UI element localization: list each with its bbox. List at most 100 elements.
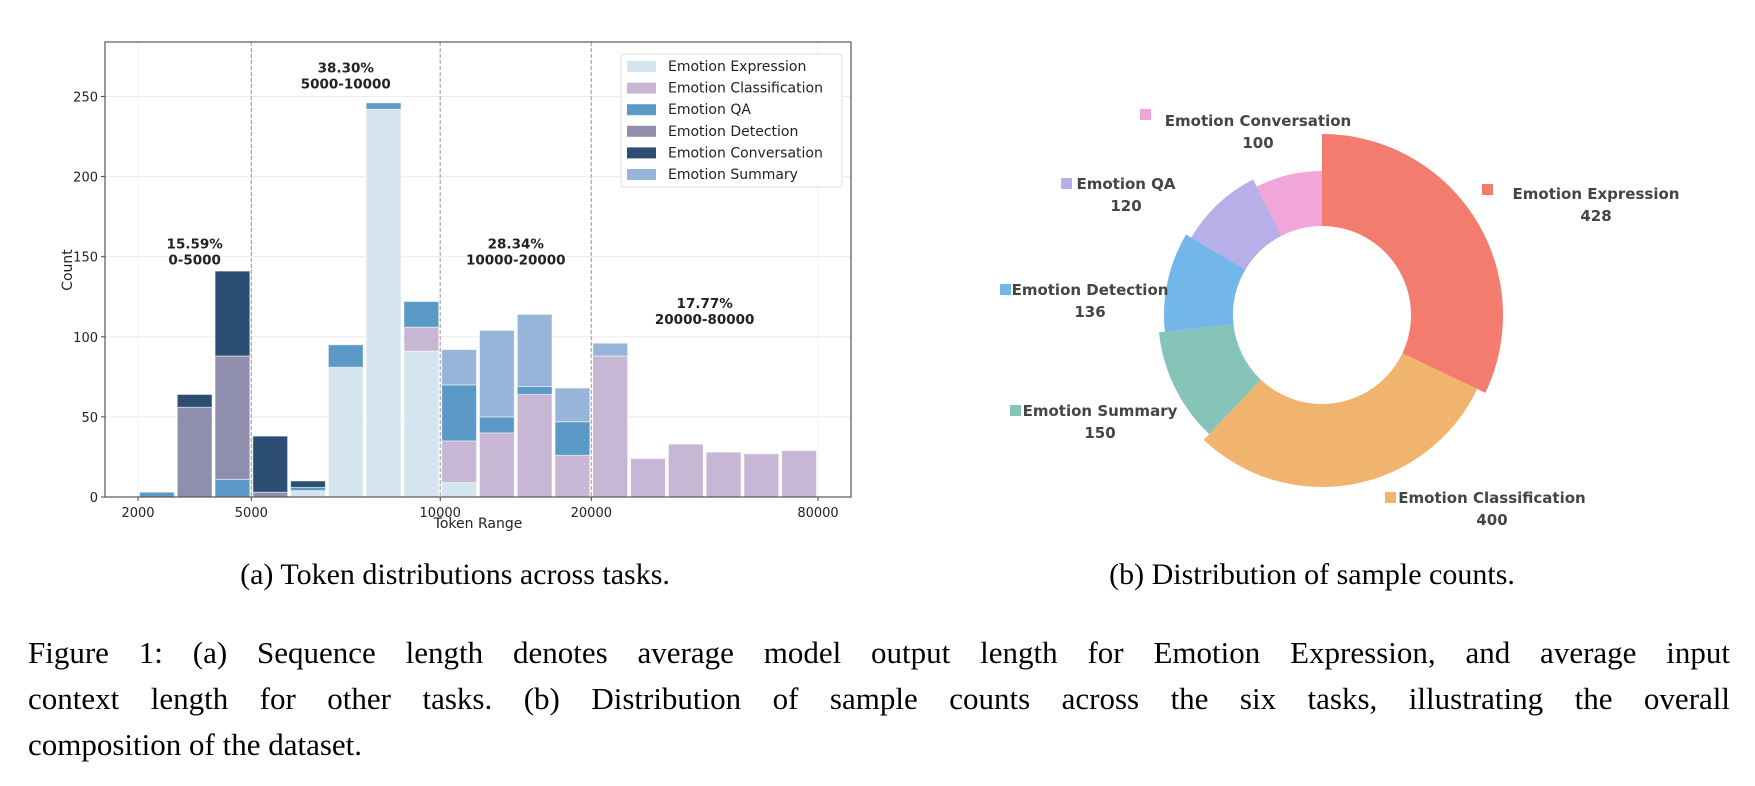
x-tick-label: 20000: [571, 506, 612, 521]
donut-label-value: 428: [1580, 207, 1612, 225]
y-tick-label: 200: [73, 171, 98, 186]
bar-segment-emotion-qa: [441, 384, 477, 442]
donut-slice-emotion-conversation: [1256, 171, 1322, 236]
bar-segment-emotion-classification: [516, 393, 553, 498]
range-percent-annotation: 15.59%: [167, 237, 224, 253]
legend-label: Emotion Detection: [668, 124, 798, 140]
bar-segment-emotion-summary: [516, 313, 553, 387]
donut-slice-emotion-classification: [1203, 353, 1478, 488]
bar-segment-emotion-classification: [592, 355, 629, 498]
legend-marker-expression: [1482, 184, 1493, 195]
legend: Emotion Expression Emotion Classification…: [620, 53, 843, 188]
bar-segment-emotion-summary: [554, 387, 591, 423]
bar-segment-emotion-detection: [176, 406, 213, 498]
bar-segment-emotion-qa: [516, 385, 553, 395]
donut-label-value: 400: [1476, 511, 1508, 529]
bar-segment-emotion-classification: [781, 450, 817, 498]
donut-label-value: 136: [1074, 303, 1106, 321]
y-tick-label: 0: [90, 491, 98, 506]
bar-segment-emotion-qa: [554, 421, 591, 456]
bar-segment-emotion-classification: [479, 432, 515, 498]
range-percent-annotation: 38.30%: [318, 60, 375, 76]
legend-swatch: [627, 61, 656, 72]
x-tick-label: 5000: [235, 506, 268, 521]
bar-segment-emotion-classification: [441, 440, 477, 484]
legend-marker-classification: [1385, 492, 1396, 503]
caption-line: Figure 1: (a) Sequence length denotes av…: [28, 635, 1730, 670]
x-tick-label: 80000: [797, 506, 838, 521]
bar-segment-emotion-expression: [327, 366, 364, 498]
range-label-annotation: 10000-20000: [466, 253, 566, 269]
donut-label-qa: Emotion QA 120: [1076, 173, 1175, 217]
bar-segment-emotion-detection: [214, 355, 251, 480]
y-axis-label: Count: [60, 249, 76, 291]
bar-segment-emotion-summary: [479, 329, 515, 418]
bar-segment-emotion-qa: [479, 416, 515, 434]
donut-label-value: 100: [1242, 134, 1274, 152]
donut-label-detection: Emotion Detection 136: [1012, 279, 1169, 323]
figure-caption: Figure 1: (a) Sequence length denotes av…: [28, 630, 1730, 768]
legend-marker-qa: [1061, 178, 1072, 189]
plot-frame: [104, 41, 852, 498]
donut-label-name: Emotion Detection: [1011, 281, 1169, 299]
bar-segment-emotion-conversation: [214, 270, 251, 357]
bar-segment-emotion-detection: [252, 491, 289, 498]
bar-segment-emotion-qa: [365, 102, 402, 110]
bar-segment-emotion-classification: [630, 458, 666, 498]
bar-segment-emotion-expression: [290, 490, 326, 498]
x-tick-label: 2000: [121, 506, 154, 521]
bar-segment-emotion-classification: [403, 326, 440, 352]
bar-segment-emotion-conversation: [176, 393, 213, 408]
legend-swatch: [627, 147, 656, 159]
bar-segment-emotion-summary: [592, 342, 629, 357]
token-distribution-chart: 0 50 100 150 200 250 2000 5000 10000 20000 80000 15…: [60, 41, 852, 532]
bar-segment-emotion-classification: [667, 443, 704, 498]
donut-slice-emotion-detection: [1163, 234, 1246, 332]
bar-segment-emotion-qa: [214, 478, 251, 498]
sample-count-donut-chart: [1158, 134, 1503, 488]
legend-label: Emotion Summary: [668, 167, 798, 183]
range-percent-annotation: 17.77%: [677, 296, 734, 312]
donut-slice-emotion-qa: [1191, 179, 1282, 270]
donut-label-expression: Emotion Expression 428: [1513, 183, 1680, 227]
legend-label: Emotion Classification: [668, 81, 823, 97]
legend-swatch: [627, 125, 656, 137]
range-percent-annotation: 28.34%: [488, 237, 545, 253]
x-axis-label: Token Range: [433, 516, 523, 532]
bar-segment-emotion-classification: [705, 451, 742, 498]
bar-segment-emotion-qa: [327, 344, 364, 368]
legend-swatch: [627, 169, 656, 180]
donut-label-conversation: Emotion Conversation 100: [1165, 110, 1351, 154]
legend-marker-conversation: [1140, 109, 1151, 120]
legend-swatch: [627, 104, 656, 116]
donut-label-name: Emotion Classification: [1398, 489, 1586, 507]
bar-segment-emotion-classification: [554, 454, 591, 498]
y-tick-label: 100: [73, 331, 98, 346]
bar-segment-emotion-qa: [403, 301, 440, 328]
y-tick-label: 50: [81, 411, 98, 426]
donut-label-name: Emotion Conversation: [1164, 112, 1352, 130]
bar-segment-emotion-classification: [743, 453, 780, 498]
bar-segment-emotion-expression: [403, 350, 440, 498]
legend-marker-summary: [1010, 405, 1021, 416]
range-label-annotation: 20000-80000: [655, 312, 755, 328]
legend-label: Emotion QA: [668, 102, 751, 118]
bar-segment-emotion-qa: [139, 491, 175, 498]
legend-marker-detection: [1000, 284, 1011, 295]
y-tick-label: 250: [73, 90, 98, 105]
donut-label-summary: Emotion Summary 150: [1023, 400, 1178, 444]
legend-label: Emotion Conversation: [668, 145, 823, 161]
donut-label-name: Emotion Expression: [1512, 185, 1680, 203]
donut-label-value: 150: [1084, 424, 1116, 442]
legend-label: Emotion Expression: [668, 59, 806, 75]
y-tick-label: 150: [73, 251, 98, 266]
caption-line: composition of the dataset.: [28, 727, 363, 762]
donut-slice-emotion-summary: [1158, 324, 1261, 435]
donut-label-name: Emotion Summary: [1022, 402, 1178, 420]
subcaption-a: (a) Token distributions across tasks.: [240, 558, 670, 591]
range-label-annotation: 0-5000: [168, 253, 221, 269]
x-tick-label: 10000: [420, 506, 461, 521]
donut-slice-emotion-expression: [1322, 134, 1503, 393]
donut-label-value: 120: [1110, 197, 1142, 215]
